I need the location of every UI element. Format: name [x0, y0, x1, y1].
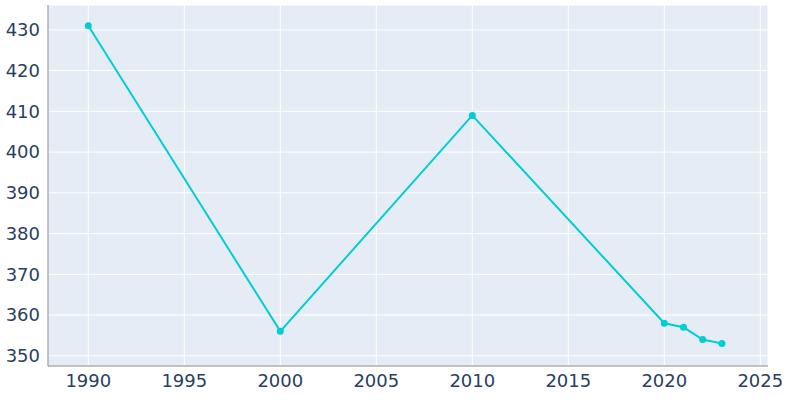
svg-text:2015: 2015 [545, 370, 591, 391]
svg-text:2010: 2010 [449, 370, 495, 391]
svg-text:420: 420 [8, 60, 40, 81]
svg-text:350: 350 [8, 345, 40, 366]
svg-text:400: 400 [8, 141, 40, 162]
svg-text:1990: 1990 [65, 370, 111, 391]
svg-text:2000: 2000 [257, 370, 303, 391]
svg-text:380: 380 [8, 223, 40, 244]
svg-text:1995: 1995 [161, 370, 207, 391]
svg-text:390: 390 [8, 182, 40, 203]
svg-text:360: 360 [8, 304, 40, 325]
svg-text:2025: 2025 [737, 370, 783, 391]
svg-text:410: 410 [8, 101, 40, 122]
svg-text:2005: 2005 [353, 370, 399, 391]
svg-text:2020: 2020 [641, 370, 687, 391]
svg-text:430: 430 [8, 19, 40, 40]
svg-text:370: 370 [8, 264, 40, 285]
